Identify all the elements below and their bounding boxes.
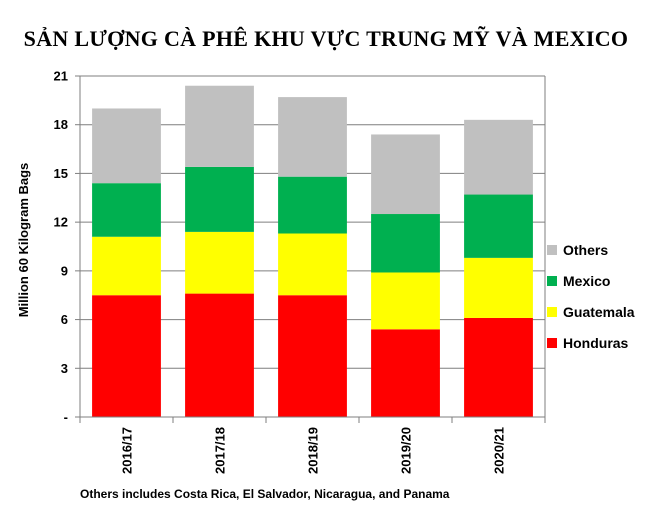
- legend-label-guatemala: Guatemala: [563, 304, 635, 320]
- bar-guatemala-2018-19: [278, 233, 347, 296]
- y-tick-label: 12: [54, 215, 68, 230]
- x-tick-label: 2018/19: [306, 427, 321, 474]
- legend-swatch-honduras: [547, 338, 557, 348]
- x-tick-label: 2020/21: [492, 427, 507, 474]
- bar-guatemala-2017-18: [185, 231, 254, 294]
- footnote: Others includes Costa Rica, El Salvador,…: [80, 487, 450, 501]
- bars: [92, 85, 533, 417]
- bar-guatemala-2016-17: [92, 236, 161, 296]
- y-tick-label: 18: [54, 117, 68, 132]
- y-tick-label: 3: [61, 361, 68, 376]
- bar-mexico-2016-17: [92, 183, 161, 237]
- bar-others-2017-18: [185, 85, 254, 167]
- y-tick-label: -: [64, 410, 68, 425]
- bar-others-2016-17: [92, 108, 161, 184]
- chart-title: SẢN LƯỢNG CÀ PHÊ KHU VỰC TRUNG MỸ VÀ MEX…: [23, 26, 629, 51]
- axes: - 3 6 9 12 15 18 21 2016/17 2017/18 2018/19 2019/20…: [54, 69, 546, 474]
- bar-honduras-2017-18: [185, 293, 254, 417]
- bar-guatemala-2019-20: [371, 272, 440, 330]
- bar-mexico-2018-19: [278, 176, 347, 234]
- bar-honduras-2020-21: [464, 317, 533, 417]
- x-tick-label: 2016/17: [120, 427, 135, 474]
- bar-guatemala-2020-21: [464, 257, 533, 318]
- bar-mexico-2020-21: [464, 194, 533, 258]
- legend-label-mexico: Mexico: [563, 273, 610, 289]
- legend-swatch-guatemala: [547, 307, 557, 317]
- bar-mexico-2019-20: [371, 214, 440, 273]
- y-tick-label: 21: [54, 69, 68, 84]
- legend-swatch-others: [547, 245, 557, 255]
- y-tick-label: 9: [61, 263, 68, 278]
- legend-label-others: Others: [563, 242, 608, 258]
- legend-swatch-mexico: [547, 276, 557, 286]
- legend: Others Mexico Guatemala Honduras: [547, 242, 635, 351]
- x-tick-label: 2017/18: [213, 427, 228, 474]
- bar-others-2020-21: [464, 119, 533, 195]
- bar-others-2019-20: [371, 134, 440, 215]
- x-tick-label: 2019/20: [399, 427, 414, 474]
- y-tick-label: 15: [54, 166, 68, 181]
- y-axis-title: Million 60 Kilogram Bags: [16, 163, 31, 318]
- legend-label-honduras: Honduras: [563, 335, 629, 351]
- bar-others-2018-19: [278, 97, 347, 177]
- bar-mexico-2017-18: [185, 166, 254, 232]
- bar-honduras-2019-20: [371, 329, 440, 417]
- bar-honduras-2018-19: [278, 295, 347, 417]
- bar-honduras-2016-17: [92, 295, 161, 417]
- y-tick-label: 6: [61, 312, 68, 327]
